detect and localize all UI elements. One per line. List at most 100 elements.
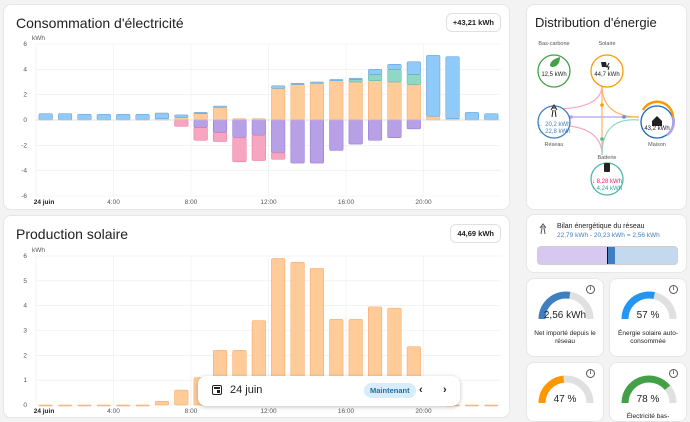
consumption-chart[interactable]: 6 4 2 0 -2 -4 -6 kWh 24 juin 4:00 8:00 12:00 16:00 20…: [4, 5, 510, 210]
gauge-value: 57 %: [636, 310, 660, 321]
grid-export-value: ← 20,2 kWh: [537, 122, 570, 128]
grid-import-value: → 22,8 kWh: [537, 129, 570, 135]
x-tick-label: 20:00: [415, 199, 432, 206]
consumption-total-badge[interactable]: +43,21 kWh: [445, 13, 501, 32]
gauge-card-net-import: i 2,56 kWh Net importé depuis le réseau: [526, 278, 604, 357]
consumption-bar: [290, 83, 305, 85]
consumption-bar: [271, 85, 286, 89]
calendar-icon[interactable]: [212, 385, 222, 395]
grid-label: Réseau: [545, 142, 564, 148]
consumption-bar: [58, 113, 73, 121]
y-tick-label: 0: [23, 402, 27, 409]
consumption-bar: [213, 105, 228, 108]
flow-solar-home: [601, 84, 640, 118]
low-carbon-label: Bas-carbone: [538, 41, 569, 47]
home-ring-grid: [666, 116, 676, 137]
info-icon[interactable]: i: [586, 285, 595, 294]
consumption-bar: [251, 134, 266, 161]
selected-date[interactable]: 24 juin: [230, 384, 263, 396]
gauge-card-3: i 47 %: [526, 362, 604, 422]
grid-balance-card: Bilan énergétique du réseau 22,79 kWh - …: [526, 214, 687, 273]
transmission-tower-icon: [539, 223, 547, 235]
gauge-label: Électricité bas-: [626, 413, 670, 420]
x-tick-label: 4:00: [107, 408, 120, 415]
consumption-bar: [290, 119, 305, 164]
solar-total-badge[interactable]: 44,69 kWh: [450, 224, 501, 243]
grid-balance-net: [607, 247, 615, 264]
y-unit-label: kWh: [32, 35, 45, 42]
consumption-bar: [174, 114, 189, 118]
consumption-bar: [426, 115, 441, 121]
consumption-bar: [329, 79, 344, 81]
consumption-card: Consommation d'électricité +43,21 kWh 6 4…: [3, 4, 510, 210]
flow-solar-grid: [553, 84, 603, 110]
info-icon[interactable]: i: [669, 285, 678, 294]
consumption-bar: [193, 127, 208, 141]
x-tick-label: 24 juin: [34, 199, 55, 206]
flow-dot: [600, 137, 604, 141]
solar-value: 44,7 kWh: [594, 72, 619, 78]
home-label: Maison: [648, 142, 666, 148]
solar-bar: [464, 404, 479, 407]
consumption-bar: [116, 114, 131, 121]
solar-bar: [96, 404, 111, 407]
low-carbon-node: [537, 54, 571, 88]
y-tick-label: -4: [21, 168, 27, 175]
x-tick-label: 16:00: [338, 199, 355, 206]
grid-balance-export: [538, 247, 608, 264]
x-tick-label: 12:00: [260, 199, 277, 206]
x-tick-label: 8:00: [185, 199, 198, 206]
home-ring-solar: [641, 100, 675, 118]
y-tick-label: 5: [23, 278, 27, 285]
consumption-bar: [406, 61, 421, 75]
consumption-bar: [213, 119, 228, 133]
consumption-bar: [77, 114, 92, 121]
next-day-button[interactable]: ›: [443, 384, 447, 396]
gauge-value: 78 %: [636, 394, 660, 405]
consumption-bar: [426, 55, 441, 117]
consumption-bar: [271, 119, 286, 154]
consumption-bar: [348, 81, 363, 121]
consumption-bar: [309, 81, 324, 84]
consumption-bar: [348, 79, 363, 83]
y-unit-label: kWh: [32, 247, 45, 254]
solar-bar: [135, 404, 150, 407]
consumption-bar: [213, 107, 228, 121]
consumption-bar: [232, 137, 247, 163]
consumption-bar: [406, 119, 421, 130]
home-value: 43,2 kWh: [644, 126, 669, 132]
transmission-tower-icon: [550, 104, 558, 118]
consumption-bar: [193, 113, 208, 121]
solar-bar: [154, 401, 169, 406]
x-tick-label: 12:00: [260, 408, 277, 415]
solar-bar: [484, 404, 499, 407]
info-icon[interactable]: i: [669, 369, 678, 378]
consumption-bar: [348, 77, 363, 80]
gauge-arc: [621, 291, 677, 320]
solar-label: Solaire: [598, 41, 615, 47]
consumption-bar: [290, 84, 305, 121]
consumption-bar: [368, 74, 383, 81]
grid-balance-bar: [537, 246, 678, 265]
solar-panel-icon: [601, 62, 610, 71]
gauge-fill: [538, 375, 565, 404]
solar-bar: [38, 404, 53, 407]
y-tick-label: 4: [23, 303, 27, 310]
consumption-bar: [406, 74, 421, 85]
previous-day-button[interactable]: ‹: [419, 384, 423, 396]
x-tick-label: 8:00: [185, 408, 198, 415]
distribution-card: Distribution d'énergie: [526, 4, 687, 210]
y-tick-label: 2: [23, 352, 27, 359]
gauge-card-solar-self: i 57 % Énergie solaire auto-consommée: [609, 278, 687, 357]
now-button[interactable]: Maintenant: [364, 383, 416, 398]
consumption-bar: [368, 119, 383, 141]
grid-node: [537, 105, 571, 139]
gauge-arc: [538, 375, 594, 404]
x-tick-label: 20:00: [415, 408, 432, 415]
consumption-bar: [329, 80, 344, 121]
solar-bar: [116, 404, 131, 407]
date-selector: 24 juin Maintenant ‹ ›: [198, 376, 460, 406]
consumption-title: Consommation d'électricité: [16, 15, 184, 31]
info-icon[interactable]: i: [586, 369, 595, 378]
solar-title: Production solaire: [16, 226, 129, 242]
